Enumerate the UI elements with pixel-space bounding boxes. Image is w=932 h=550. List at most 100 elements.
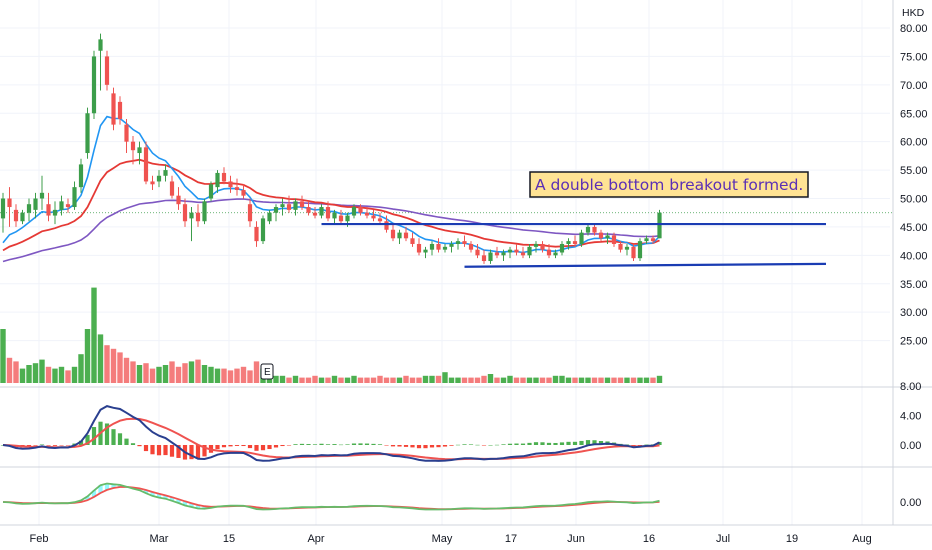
currency-label: HKD [902,7,925,19]
macd-hist-bar [540,442,545,445]
volume-bar [468,377,474,383]
macd-hist-bar [156,445,162,456]
volume-bar [45,366,52,383]
candle-body [260,218,266,242]
macd-hist-bar [644,444,649,446]
macd-hist-bar [423,445,428,449]
price-tick-label: 30.00 [900,307,928,319]
price-tick-label: 50.00 [900,194,928,206]
x-tick-label: Feb [30,533,49,545]
volume-bar [279,375,286,383]
x-tick-label: Mar [150,533,169,545]
macd-hist-bar [553,442,558,445]
volume-bar [487,374,494,383]
candle-body [195,212,201,222]
candle-body [364,212,370,216]
earnings-marker-label: E [264,367,271,378]
macd-hist-bar [468,444,474,445]
macd-hist-bar [189,445,194,460]
volume-bar [227,370,234,383]
macd-hist-bar [111,429,116,445]
volume-bar [552,375,559,383]
volume-bar [520,377,526,383]
candle-body [546,249,552,256]
volume-bar [611,377,617,383]
volume-bar [19,368,26,383]
macd-hist-bar [39,444,45,445]
candle-body [273,207,279,213]
candle-body [358,207,363,213]
volume-bar [117,352,123,383]
candle-body [202,201,207,222]
osc-hist-bar [98,485,103,494]
candle-body [111,93,116,125]
volume-bar [656,375,663,383]
macd-hist-bar [312,444,318,445]
osc-hist-bar [182,501,188,506]
macd-hist-bar [481,445,487,446]
osc-hist-bar [202,506,207,509]
macd-hist-bar [494,444,500,446]
macd-hist-bar [124,438,129,445]
price-tick-label: 80.00 [900,23,928,35]
volume-bar [416,377,422,383]
macd-hist-bar [488,444,493,446]
volume-bar [13,361,19,383]
macd-hist-bar [241,445,246,447]
volume-bar [383,377,390,383]
x-tick-label: 16 [643,533,655,545]
macd-tick-label: 4.00 [900,410,921,422]
annotation-text: A double bottom breakout formed. [535,176,803,194]
macd-hist-bar [377,444,383,445]
volume-bar [143,363,149,383]
price-tick-label: 40.00 [900,250,928,262]
oscillator-pane [2,482,660,511]
macd-hist-bar [299,443,305,445]
macd-hist-bar [176,445,181,458]
volume-bar [526,377,533,383]
candle-body [306,207,311,213]
candle-body [332,212,337,219]
candle-body [254,226,259,242]
price-tick-label: 55.00 [900,165,928,177]
macd-hist-bar [319,443,324,445]
macd-hist-bar [65,445,71,446]
volume-bar [572,377,578,383]
candle-body [468,243,474,250]
candle-body [605,235,610,239]
macd-hist-bar [33,445,38,446]
volume-bar [39,359,45,383]
ema-slow-line [2,158,660,252]
volume-bar [234,368,240,383]
volume-bar [162,365,169,383]
candle-body [189,212,194,219]
volume-bar [630,377,637,383]
volume-bar [318,377,325,383]
candle-body [462,241,467,244]
x-tick-label: Aug [852,533,872,545]
macd-hist-bar [306,444,311,445]
candle-body [494,252,500,256]
osc-hist-bar [117,484,123,487]
volume-bar [299,377,305,383]
candle-body [585,226,591,233]
osc-tick-label: 0.00 [900,497,921,509]
trendlines [321,222,827,268]
osc-hist-bar [150,491,155,496]
volume-bar [123,357,130,383]
candle-body [429,243,435,250]
volume-bar [58,366,65,383]
candle-body [579,232,584,244]
volume-bar [370,377,377,383]
volume-bar [253,361,260,383]
earnings-marker[interactable]: E [260,363,274,380]
macd-hist-bar [637,445,643,446]
macd-hist-bar [52,445,58,446]
candle-body [72,187,77,208]
candle-body [410,238,415,244]
candle-body [20,212,25,222]
volume-bar [149,368,156,383]
candle-body [559,243,565,253]
